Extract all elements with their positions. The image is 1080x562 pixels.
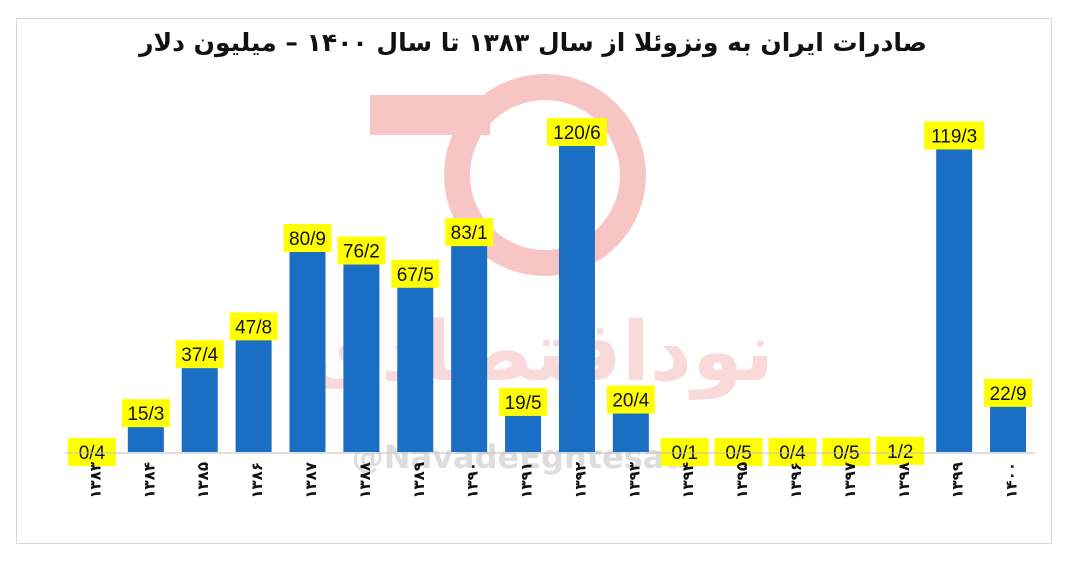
data-label-2: 37/4 bbox=[181, 345, 218, 366]
data-label-16: 119/3 bbox=[931, 126, 977, 147]
bar-3 bbox=[235, 324, 272, 452]
x-tick-label-3: ۱۳۸۶ bbox=[248, 462, 266, 499]
bar-7 bbox=[451, 230, 488, 452]
watermark-logo-ring bbox=[444, 74, 646, 276]
data-label-bg-14 bbox=[822, 438, 871, 466]
x-tick-label-1: ۱۳۸۴ bbox=[140, 462, 158, 499]
data-label-6: 67/5 bbox=[397, 265, 434, 286]
data-label-8: 19/5 bbox=[505, 393, 542, 414]
x-tick-label-8: ۱۳۹۱ bbox=[518, 462, 536, 499]
bar-9 bbox=[558, 130, 595, 452]
x-tick-label-7: ۱۳۹۰ bbox=[464, 462, 482, 499]
x-tick-label-12: ۱۳۹۵ bbox=[733, 462, 751, 499]
data-label-bg-3 bbox=[229, 312, 278, 341]
chart-title: صادرات ایران به ونزوئلا از سال ۱۳۸۳ تا س… bbox=[139, 28, 927, 57]
data-label-bg-11 bbox=[660, 438, 709, 466]
bar-4 bbox=[289, 235, 326, 452]
x-tick-label-16: ۱۳۹۹ bbox=[949, 462, 967, 499]
data-label-bg-1 bbox=[121, 399, 170, 428]
data-label-bg-10 bbox=[606, 385, 655, 414]
bars: 0/4۱۳۸۳15/3۱۳۸۴37/4۱۳۸۵47/8۱۳۸۶80/9۱۳۸۷7… bbox=[67, 118, 1033, 499]
x-tick-label-5: ۱۳۸۸ bbox=[356, 462, 374, 499]
x-tick-label-10: ۱۳۹۳ bbox=[625, 462, 643, 499]
data-label-bg-0 bbox=[67, 438, 116, 466]
x-tick-label-2: ۱۳۸۵ bbox=[194, 462, 212, 499]
x-tick-label-6: ۱۳۸۹ bbox=[410, 462, 428, 499]
data-label-bg-5 bbox=[337, 236, 386, 265]
bar-5 bbox=[343, 248, 380, 452]
data-label-bg-16 bbox=[924, 121, 985, 150]
data-label-5: 76/2 bbox=[343, 242, 380, 263]
data-label-bg-17 bbox=[984, 378, 1033, 407]
data-label-bg-9 bbox=[546, 118, 607, 146]
data-label-bg-8 bbox=[499, 387, 548, 416]
data-label-4: 80/9 bbox=[289, 229, 326, 250]
x-tick-label-9: ۱۳۹۲ bbox=[571, 462, 589, 499]
data-label-1: 15/3 bbox=[127, 404, 164, 425]
data-label-bg-4 bbox=[283, 223, 332, 252]
data-label-bg-6 bbox=[391, 259, 440, 288]
data-label-bg-15 bbox=[876, 436, 925, 465]
bar-16 bbox=[936, 133, 973, 452]
data-label-9: 120/6 bbox=[553, 123, 601, 144]
bar-2 bbox=[181, 352, 218, 452]
x-tick-label-14: ۱۳۹۷ bbox=[841, 462, 859, 499]
data-label-15: 1/2 bbox=[887, 442, 913, 463]
data-label-17: 22/9 bbox=[990, 384, 1027, 405]
bar-6 bbox=[397, 271, 434, 452]
data-label-bg-13 bbox=[768, 438, 817, 466]
data-label-bg-7 bbox=[445, 218, 494, 247]
x-tick-label-4: ۱۳۸۷ bbox=[302, 462, 320, 499]
watermark-logo-text: نوداقتصادی bbox=[306, 305, 774, 400]
x-tick-label-11: ۱۳۹۴ bbox=[679, 462, 697, 499]
data-label-7: 83/1 bbox=[451, 223, 488, 244]
x-tick-label-0: ۱۳۸۳ bbox=[86, 462, 104, 499]
x-tick-label-15: ۱۳۹۸ bbox=[895, 462, 913, 499]
data-label-bg-12 bbox=[714, 438, 763, 466]
watermark-logo-bar bbox=[370, 95, 490, 135]
data-label-10: 20/4 bbox=[612, 391, 649, 412]
data-label-3: 47/8 bbox=[235, 317, 272, 338]
x-tick-label-17: ۱۴۰۰ bbox=[1003, 462, 1021, 499]
x-tick-label-13: ۱۳۹۶ bbox=[787, 462, 805, 499]
data-label-bg-2 bbox=[175, 340, 224, 369]
